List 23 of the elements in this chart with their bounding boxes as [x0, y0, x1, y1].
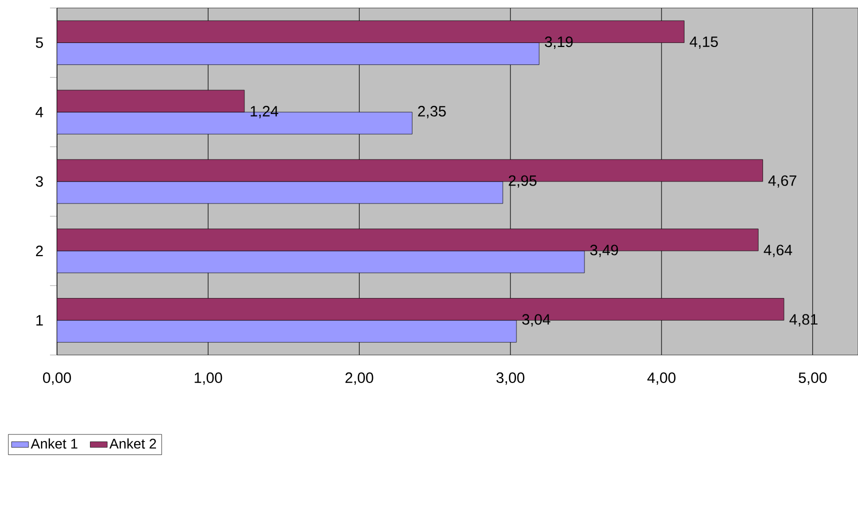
x-tick-label: 4,00 — [647, 372, 676, 385]
x-tick-label: 2,00 — [345, 372, 374, 385]
x-tick-label: 0,00 — [43, 372, 71, 385]
data-label: 2,35 — [418, 106, 446, 118]
data-label: 4,64 — [764, 244, 792, 258]
data-label: 4,67 — [768, 175, 796, 188]
bar — [57, 181, 504, 204]
y-tick-label: 5 — [36, 37, 43, 48]
bar — [57, 320, 517, 342]
x-tick-label: 3,00 — [496, 372, 524, 385]
y-tick-label: 3 — [36, 176, 43, 187]
y-tick-label: 4 — [36, 106, 44, 118]
data-label: 4,15 — [690, 36, 718, 49]
bar — [57, 90, 245, 112]
legend-label: Anket 2 — [109, 438, 156, 449]
x-tick-label: 1,00 — [194, 372, 222, 385]
bar — [57, 250, 585, 274]
bar — [57, 42, 540, 65]
legend-label: Anket 1 — [30, 438, 78, 449]
y-tick-label: 2 — [36, 246, 43, 256]
y-tick-label: 1 — [36, 315, 43, 326]
data-label: 1,24 — [250, 106, 278, 118]
x-tick-label: 5,00 — [798, 372, 827, 385]
